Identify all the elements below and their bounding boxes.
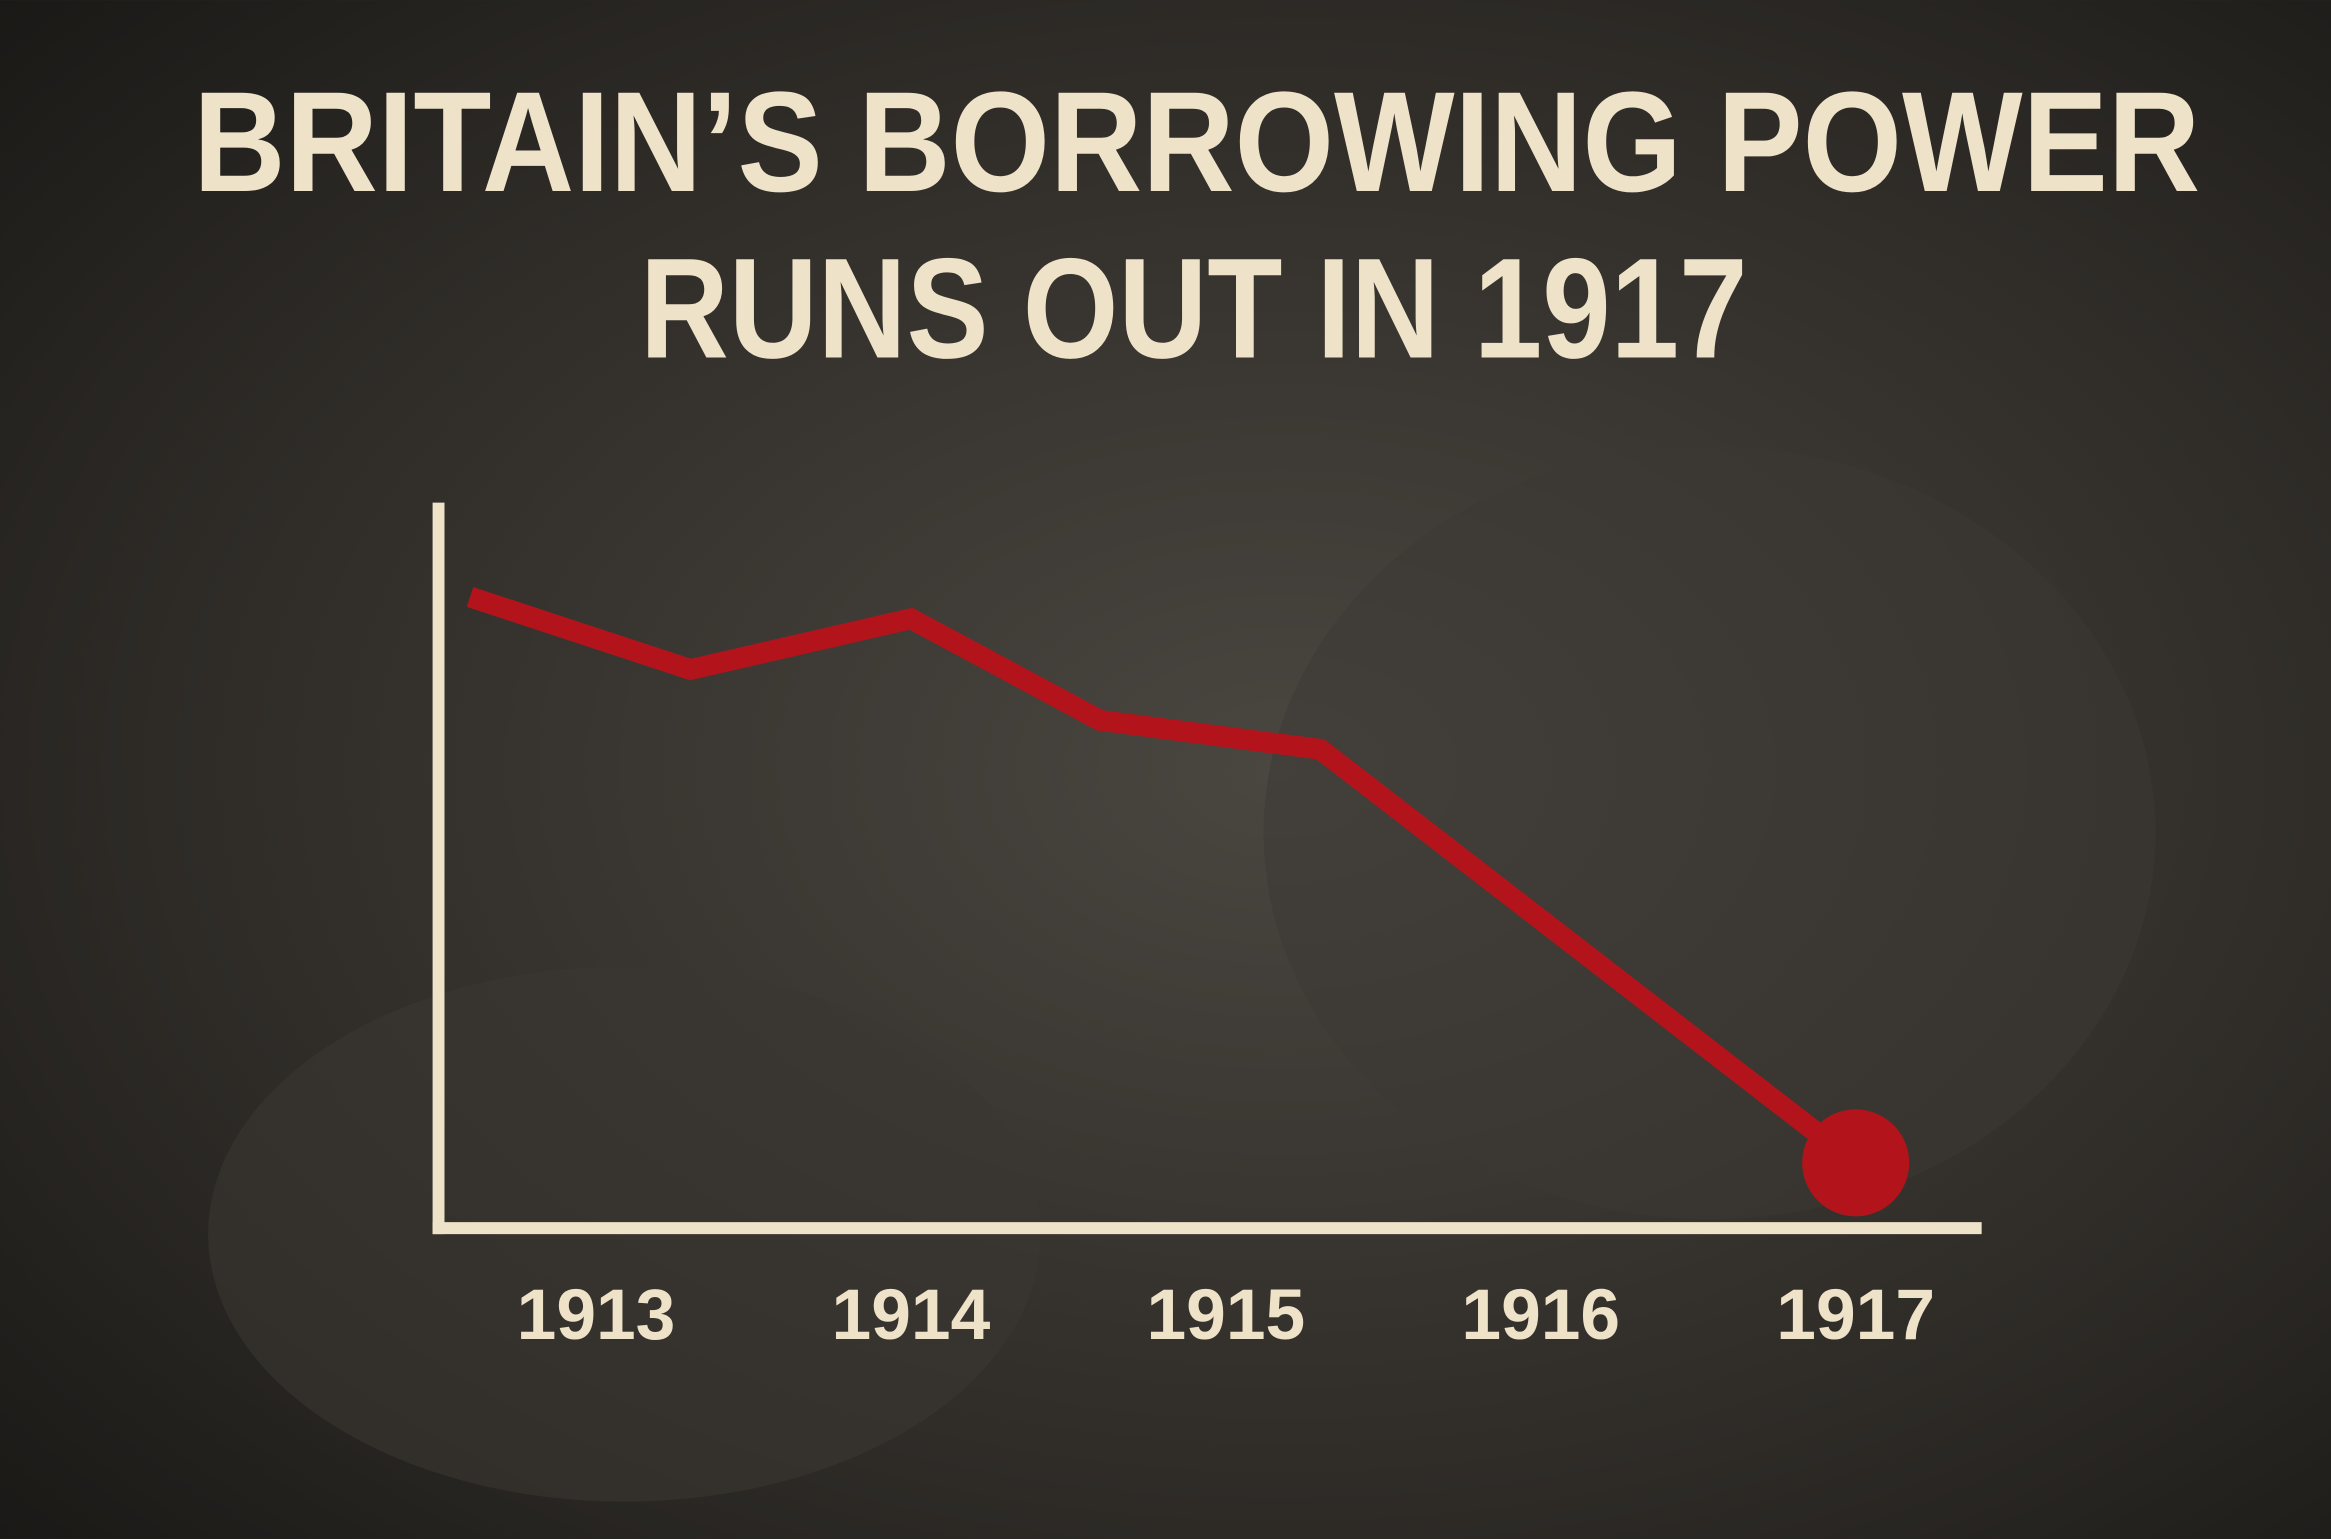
x-tick-label: 1915 bbox=[1146, 1275, 1305, 1355]
data-line bbox=[466, 587, 1863, 1172]
x-tick-label: 1917 bbox=[1776, 1275, 1935, 1355]
x-tick-label: 1913 bbox=[517, 1275, 676, 1355]
x-tick-label: 1916 bbox=[1461, 1275, 1620, 1355]
chart-title: RUNS OUT IN 1917 bbox=[640, 230, 1748, 389]
end-marker bbox=[1802, 1109, 1910, 1217]
chart-title: BRITAIN’S BORROWING POWER bbox=[193, 63, 2200, 222]
background-shape bbox=[1263, 446, 2156, 1220]
x-tick-label: 1914 bbox=[832, 1275, 991, 1355]
